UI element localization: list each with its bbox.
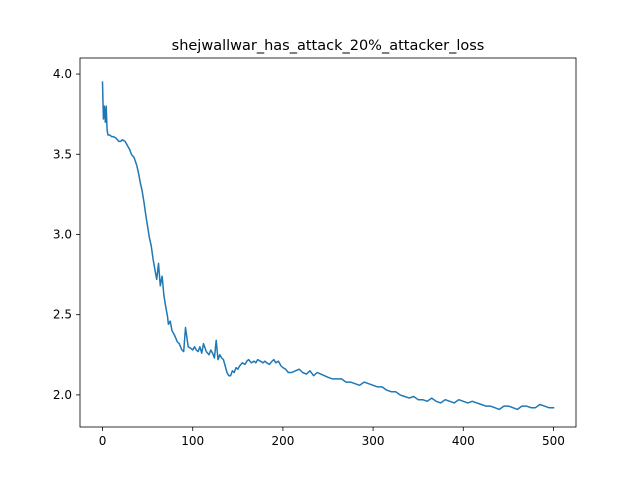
y-tick-label: 2.0 xyxy=(53,388,72,402)
y-tick-label: 3.0 xyxy=(53,227,72,241)
y-tick-label: 2.5 xyxy=(53,308,72,322)
x-tick-label: 100 xyxy=(181,434,204,448)
chart-title: shejwallwar_has_attack_20%_attacker_loss xyxy=(172,38,485,54)
series-line-0 xyxy=(101,81,555,411)
plot-area: 0 100 200 300 400 500 2.0 2.5 3.0 3.5 4.0 xyxy=(53,57,577,448)
x-tick-label: 500 xyxy=(542,434,565,448)
y-tick-label: 3.5 xyxy=(53,147,72,161)
x-tick-label: 300 xyxy=(362,434,385,448)
axes-frame xyxy=(79,57,577,428)
x-tick-label: 0 xyxy=(99,434,107,448)
y-tick-label: 4.0 xyxy=(53,67,72,81)
x-tick-label: 400 xyxy=(452,434,475,448)
x-tick-label: 200 xyxy=(271,434,294,448)
